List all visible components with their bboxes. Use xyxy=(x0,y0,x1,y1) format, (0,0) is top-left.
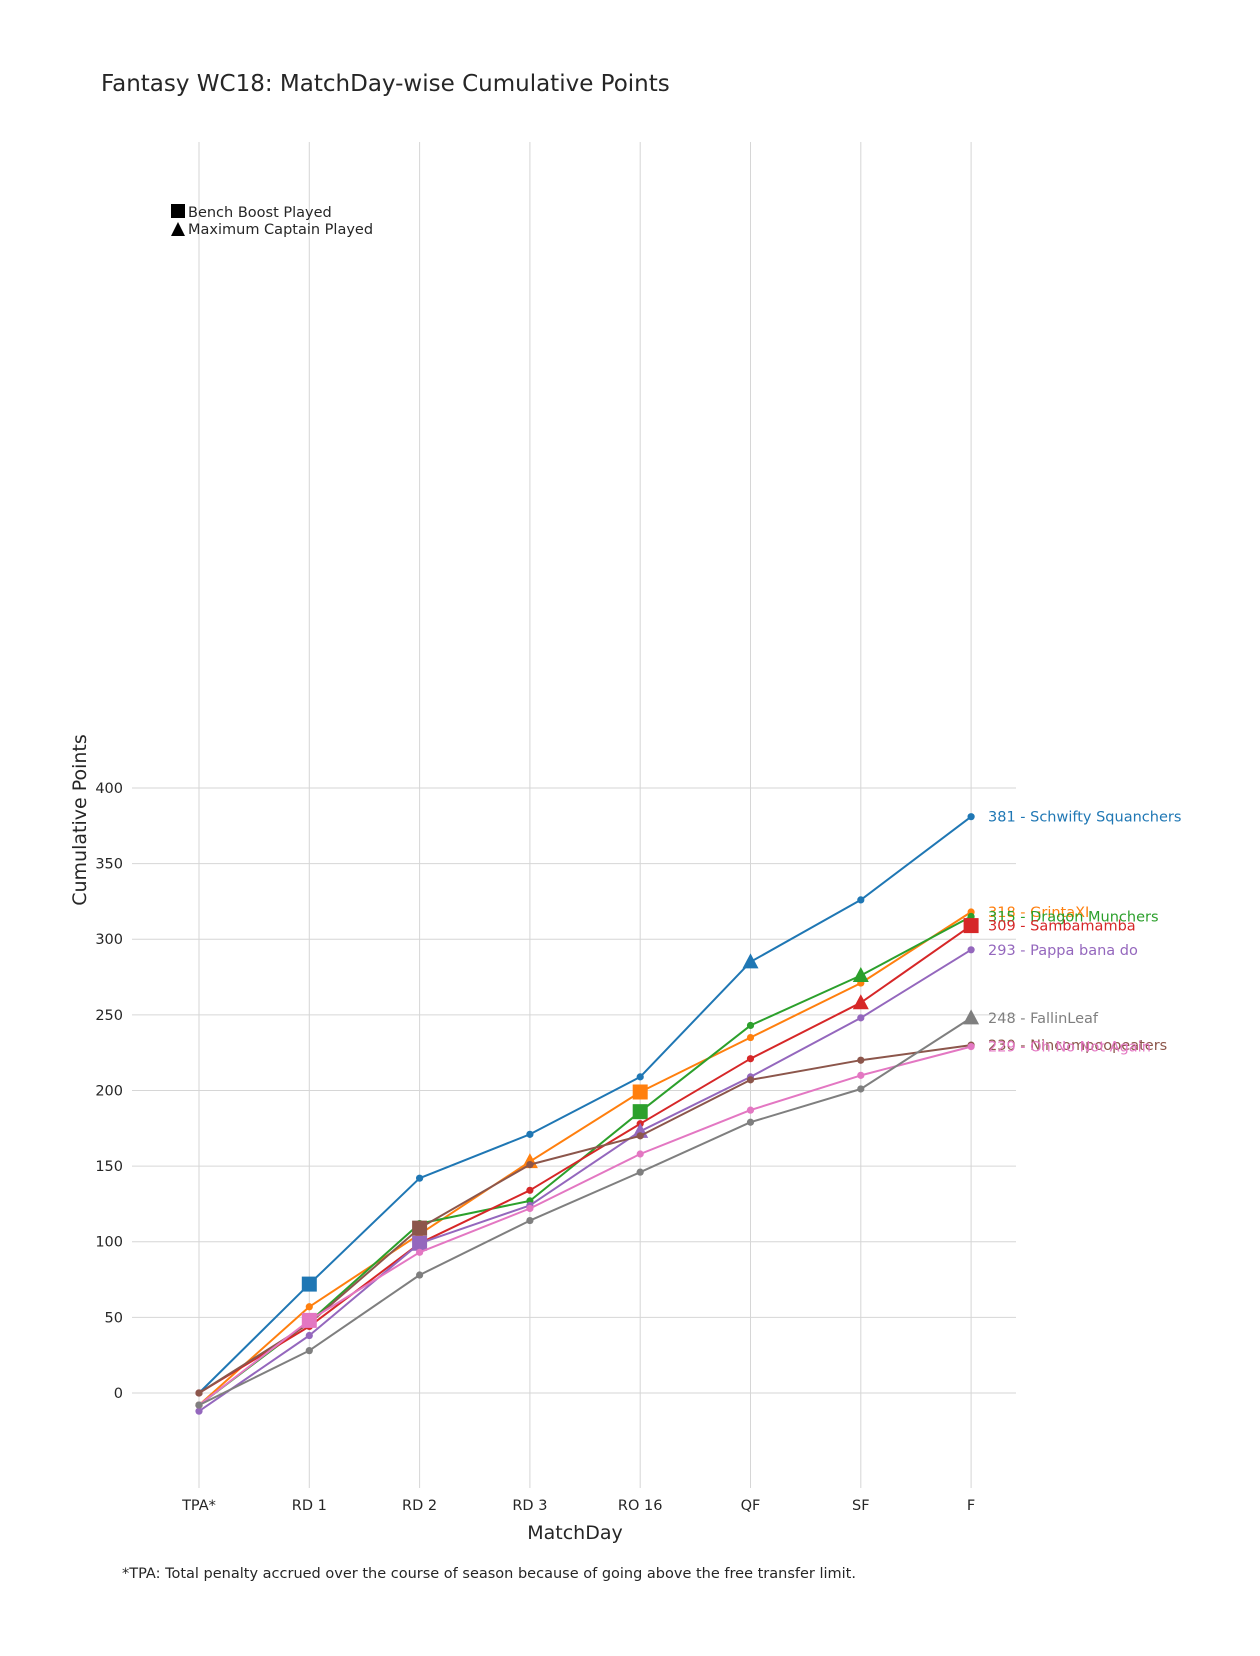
series-end-label: 381 - Schwifty Squanchers xyxy=(988,810,1181,826)
x-axis-title: MatchDay xyxy=(527,1522,623,1544)
series-end-label: 248 - FallinLeaf xyxy=(988,1011,1099,1027)
y-tick-label: 100 xyxy=(95,1235,123,1251)
data-point xyxy=(305,1347,313,1355)
data-point xyxy=(526,1160,534,1169)
bench-boost-marker xyxy=(632,1084,648,1100)
data-point xyxy=(857,1014,865,1022)
data-point xyxy=(746,1033,755,1042)
max-captain-marker xyxy=(852,994,869,1010)
x-tick-label: QF xyxy=(741,1498,761,1514)
series-end-label: 293 - Pappa bana do xyxy=(988,943,1138,959)
legend-triangle-icon xyxy=(171,222,185,236)
data-point xyxy=(746,1118,755,1126)
data-point xyxy=(195,1401,203,1409)
data-point xyxy=(416,1174,424,1182)
bench-boost-marker xyxy=(632,1104,648,1120)
series-end-label: 315 - Dragon Munchers xyxy=(988,910,1159,926)
series-229-oh-no-not-again xyxy=(195,1043,975,1409)
series-end-label: 318 - GrintaXI xyxy=(988,905,1089,921)
x-tick-label: TPA* xyxy=(181,1498,216,1514)
series-line xyxy=(198,1045,972,1406)
bench-boost-marker xyxy=(412,1235,428,1251)
y-tick-label: 400 xyxy=(95,781,123,797)
x-tick-label: RO 16 xyxy=(618,1498,663,1514)
data-point xyxy=(636,1150,644,1158)
series-line xyxy=(198,1044,972,1394)
y-tick-label: 150 xyxy=(95,1159,123,1175)
data-point xyxy=(416,1248,424,1256)
bench-boost-marker xyxy=(963,918,979,934)
data-point xyxy=(636,1168,644,1176)
data-point xyxy=(746,1106,755,1114)
data-point xyxy=(746,1055,755,1063)
data-point xyxy=(636,1132,644,1140)
series-line xyxy=(198,1017,972,1406)
data-point xyxy=(746,1076,755,1084)
data-point xyxy=(526,1130,534,1138)
grid xyxy=(132,142,1016,1488)
series-end-labels: 381 - Schwifty Squanchers 318 - GrintaXI3… xyxy=(988,810,1181,1056)
series-248-fallinleaf xyxy=(195,1009,980,1409)
data-point xyxy=(857,1085,865,1093)
series-line xyxy=(198,948,972,1413)
legend-square-icon xyxy=(171,204,185,218)
footnote: *TPA: Total penalty accrued over the cou… xyxy=(122,1566,856,1582)
data-point xyxy=(857,1056,865,1064)
x-tick-label: RD 3 xyxy=(512,1498,547,1514)
data-point xyxy=(967,813,975,821)
legend-max-captain: Maximum Captain Played xyxy=(188,222,373,238)
series-230-nincompoopeaters xyxy=(195,1041,975,1397)
data-point xyxy=(857,1071,865,1079)
y-axis-title: Cumulative Points xyxy=(69,734,91,906)
data-point xyxy=(195,1389,203,1397)
data-point xyxy=(526,1186,534,1194)
bench-boost-marker xyxy=(301,1312,317,1328)
legend: Bench Boost Played Maximum Captain Playe… xyxy=(171,204,373,238)
data-point xyxy=(636,1073,644,1081)
max-captain-marker xyxy=(742,953,759,969)
series-lines xyxy=(195,813,980,1415)
data-point xyxy=(746,1021,755,1030)
data-point xyxy=(526,1216,534,1225)
bench-boost-marker xyxy=(412,1220,428,1236)
y-tick-label: 250 xyxy=(95,1008,123,1024)
chart-title: Fantasy WC18: MatchDay-wise Cumulative P… xyxy=(101,71,670,97)
legend-bench-boost: Bench Boost Played xyxy=(188,205,332,221)
data-point xyxy=(967,946,975,954)
y-tick-label: 200 xyxy=(95,1083,123,1099)
max-captain-marker xyxy=(852,967,869,983)
x-axis-ticks: TPA* RD 1 RD 2 RD 3 RO 16 QF SF F xyxy=(181,1498,975,1514)
series-381-schwifty-squanchers xyxy=(195,813,975,1397)
y-tick-label: 50 xyxy=(105,1310,123,1326)
data-point xyxy=(857,896,865,904)
y-tick-label: 0 xyxy=(114,1386,123,1402)
bench-boost-marker xyxy=(301,1276,317,1292)
x-tick-label: RD 2 xyxy=(402,1498,437,1514)
max-captain-marker xyxy=(963,1009,980,1025)
series-line xyxy=(198,911,972,1406)
series-end-label: 230 - Nincompoopeaters xyxy=(988,1038,1167,1054)
series-309-sambamamba xyxy=(195,918,979,1397)
x-tick-label: RD 1 xyxy=(292,1498,327,1514)
data-point xyxy=(416,1271,424,1279)
data-point xyxy=(967,1043,975,1051)
series-end-label: 309 - Sambamamba xyxy=(988,919,1136,935)
y-axis-ticks: 0 50 100 150 200 250 300 350 400 xyxy=(95,781,123,1402)
data-point xyxy=(305,1303,313,1311)
data-point xyxy=(526,1204,534,1213)
series-line xyxy=(198,924,972,1394)
y-tick-label: 350 xyxy=(95,857,123,873)
x-tick-label: SF xyxy=(852,1498,870,1514)
series-line xyxy=(198,815,972,1394)
series-end-label: 229 - Oh No Not Again xyxy=(988,1040,1151,1056)
y-tick-label: 300 xyxy=(95,932,123,948)
data-point xyxy=(305,1331,313,1340)
data-point xyxy=(195,1407,203,1415)
x-tick-label: F xyxy=(967,1498,975,1514)
